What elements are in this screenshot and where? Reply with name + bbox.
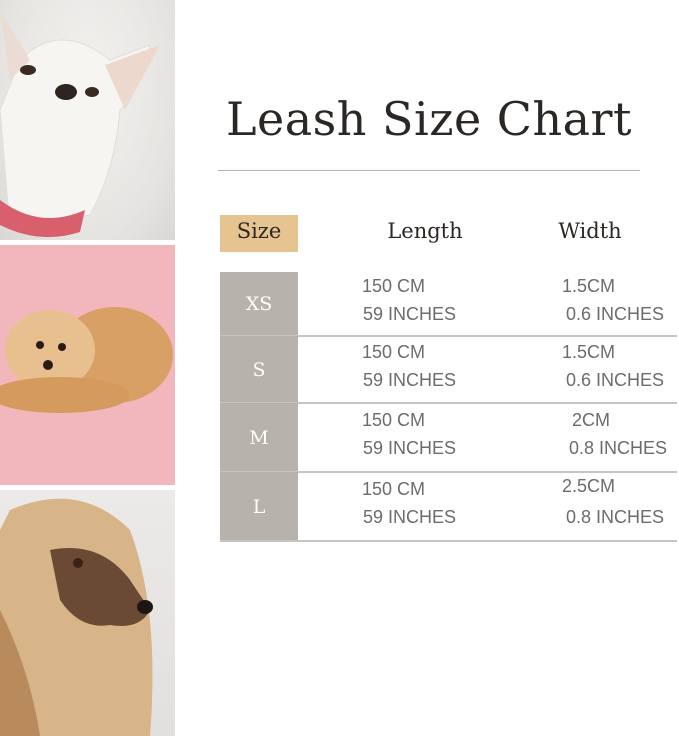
title-divider [218,170,640,171]
header-width: Width [558,219,622,243]
width-cm: 2CM [572,409,611,430]
length-cm: 150 CM [362,276,426,296]
length-cm: 150 CM [362,478,426,499]
size-cell: XS [220,272,298,336]
afghan-hound-photo [0,490,175,736]
row-divider [220,402,677,404]
size-cell: L [220,472,298,541]
width-in: 0.8 INCHES [569,437,668,458]
width-cm: 1.5CM [562,276,616,296]
header-size: Size [220,215,298,252]
row-divider [220,540,677,542]
page-title: Leash Size Chart [225,92,633,146]
puppy-photo [0,245,175,485]
row-divider [220,335,677,337]
length-in: 59 INCHES [363,437,457,458]
length-cm: 150 CM [362,341,426,362]
length-cm: 150 CM [362,409,426,430]
width-in: 0.6 INCHES [566,369,665,390]
row-divider [220,471,677,473]
length-in: 59 INCHES [363,304,457,324]
size-cell: M [220,403,298,472]
length-in: 59 INCHES [363,369,457,390]
width-cm: 2.5CM [562,475,616,496]
chihuahua-photo [0,0,175,240]
width-cm: 1.5CM [562,341,616,362]
width-in: 0.6 INCHES [566,304,665,324]
width-in: 0.8 INCHES [566,506,665,527]
size-cell: S [220,336,298,403]
length-in: 59 INCHES [363,506,457,527]
header-length: Length [387,219,463,243]
